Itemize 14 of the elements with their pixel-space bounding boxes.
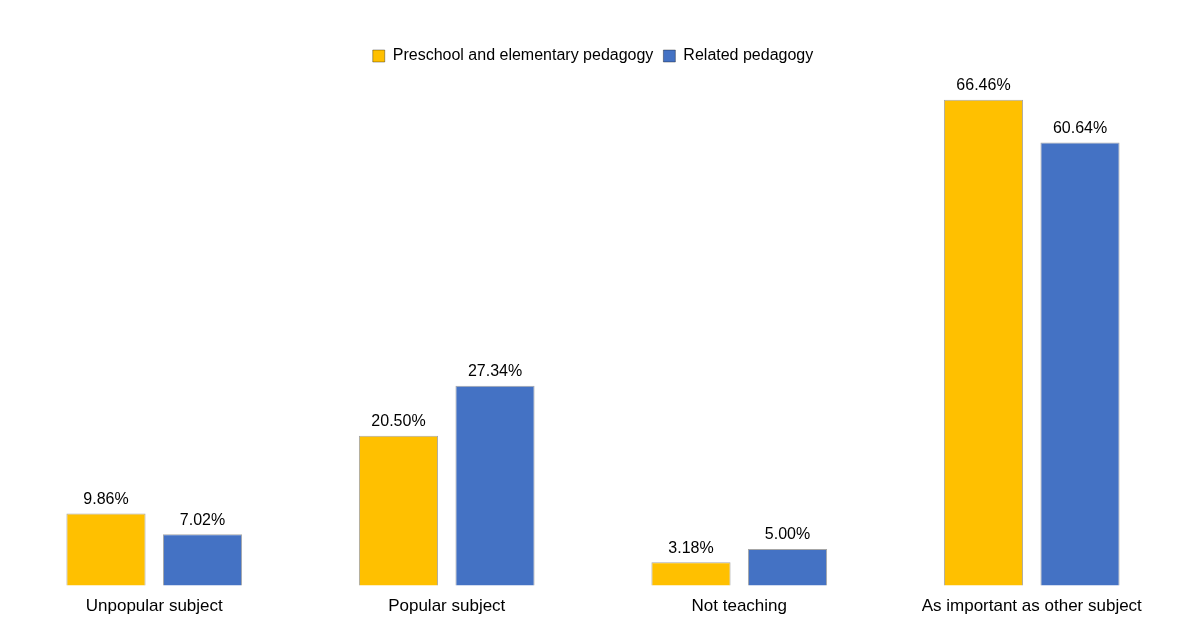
x-tick-label: Not teaching <box>691 596 787 616</box>
data-label: 20.50% <box>371 412 426 430</box>
data-label: 9.86% <box>83 489 129 507</box>
data-label: 7.02% <box>179 510 226 528</box>
data-label: 66.46% <box>956 76 1011 94</box>
data-label: 5.00% <box>764 525 811 543</box>
legend-label: Related pedagogy <box>683 46 814 64</box>
data-label: 27.34% <box>467 362 523 380</box>
x-tick-label: As important as other subject <box>921 596 1143 616</box>
x-tick-label: Unpopular subject <box>85 596 224 616</box>
data-label: 60.64% <box>1052 118 1108 136</box>
data-label: 3.18% <box>668 538 714 556</box>
x-tick-label: Popular subject <box>388 596 506 616</box>
legend-label: Preschool and elementary pedagogy <box>392 46 654 64</box>
